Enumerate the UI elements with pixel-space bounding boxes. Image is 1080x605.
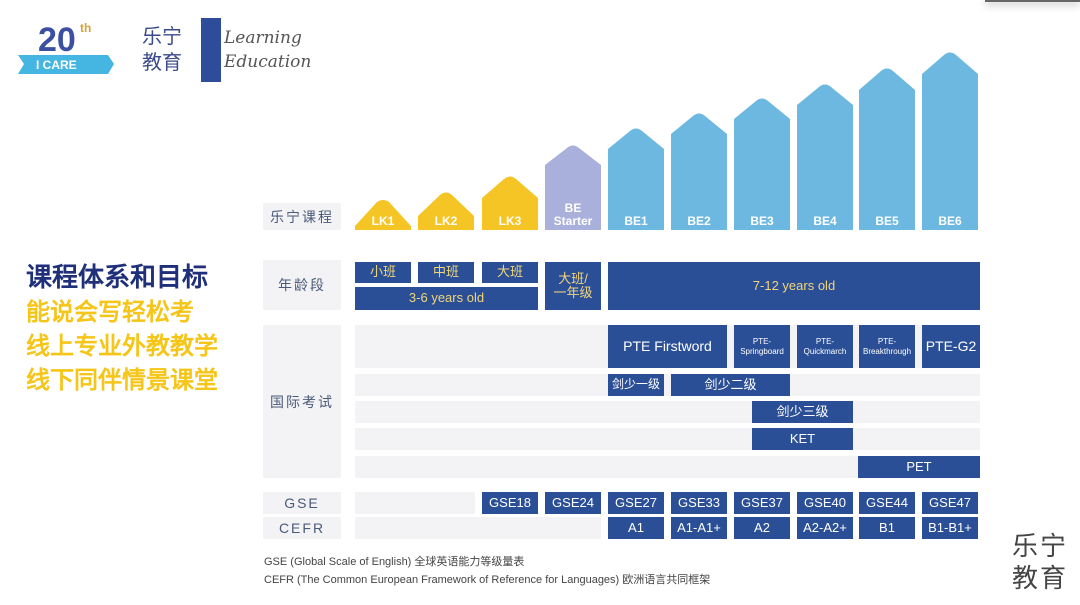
exam-pte-g2: PTE-G2 (922, 325, 980, 368)
cefr-value: A1-A1+ (671, 517, 727, 539)
section-title: 课程体系和目标 (26, 262, 209, 292)
brand-en-1: Learning (224, 28, 302, 48)
exam-yle-1: 剑少一级 (608, 374, 664, 396)
gse-value: GSE40 (797, 492, 853, 514)
svg-text:20: 20 (38, 21, 76, 59)
exam-pet: PET (858, 456, 980, 478)
course-be3: BE3 (734, 98, 790, 230)
row-label-gse: GSE (263, 492, 341, 514)
brand-en-2: Education (224, 52, 312, 72)
course-be-starter: BE Starter (545, 145, 601, 230)
brand-e-mark (201, 18, 221, 82)
row-label-cefr: CEFR (263, 517, 341, 539)
exam-yle-2: 剑少二级 (671, 374, 790, 396)
exam-row-bg (355, 374, 980, 396)
slogan-line: 线下同伴情景课堂 (26, 367, 218, 394)
gse-value: GSE37 (734, 492, 790, 514)
logo: 20 th I CARE 乐宁 教育 Learning Education (18, 18, 311, 84)
row-label-age: 年龄段 (263, 260, 341, 310)
exam-pte-firstword: PTE Firstword (608, 325, 727, 368)
gse-row-bg (355, 492, 475, 514)
gse-value: GSE44 (859, 492, 915, 514)
course-lk2: LK2 (418, 192, 474, 230)
slogan-line: 能说会写轻松考 (26, 299, 194, 326)
gse-value: GSE18 (482, 492, 538, 514)
age-middle-class: 中班 (418, 262, 474, 283)
age-transition: 大班/一年级 (545, 262, 601, 310)
exam-row-bg (355, 428, 980, 450)
course-be2: BE2 (671, 113, 727, 230)
exam-pte-springboard: PTE-Springboard (734, 325, 790, 368)
course-be6: BE6 (922, 52, 978, 230)
course-be5: BE5 (859, 68, 915, 230)
age-small-class: 小班 (355, 262, 411, 283)
gse-value: GSE27 (608, 492, 664, 514)
brand-cn-2: 教育 (142, 52, 182, 74)
gse-value: GSE33 (671, 492, 727, 514)
exam-ket: KET (752, 428, 853, 450)
gse-value: GSE24 (545, 492, 601, 514)
course-be4: BE4 (797, 84, 853, 230)
window-edge (985, 0, 1080, 2)
row-label-course: 乐宁课程 (263, 203, 341, 230)
age-big-class: 大班 (482, 262, 538, 283)
exam-pte-breakthrough: PTE-Breakthrough (859, 325, 915, 368)
exam-pte-quickmarch: PTE-Quickmarch (797, 325, 853, 368)
exam-yle-3: 剑少三级 (752, 401, 853, 423)
watermark-line: 乐宁 (1012, 531, 1069, 561)
row-label-exam: 国际考试 (263, 325, 341, 478)
cefr-row-bg (355, 517, 601, 539)
age-range-kinder: 3-6 years old (355, 287, 538, 310)
footnote-gse: GSE (Global Scale of English) 全球英语能力等级量表 (264, 556, 525, 568)
cefr-value: B1 (859, 517, 915, 539)
age-range-primary: 7-12 years old (608, 262, 980, 310)
cefr-value: A2 (734, 517, 790, 539)
footnote-cefr: CEFR (The Common European Framework of R… (264, 574, 711, 586)
cefr-value: B1-B1+ (922, 517, 978, 539)
svg-text:I CARE: I CARE (36, 58, 77, 72)
course-lk1: LK1 (355, 200, 411, 230)
slogan-line: 线上专业外教教学 (26, 333, 218, 360)
20th-icare-badge: 20 th I CARE (18, 21, 114, 74)
cefr-value: A2-A2+ (797, 517, 853, 539)
course-lk3: LK3 (482, 176, 538, 230)
brand-cn-1: 乐宁 (142, 26, 182, 48)
watermark-line: 教育 (1012, 563, 1069, 593)
exam-row-bg (355, 456, 980, 478)
exam-row-bg (355, 401, 980, 423)
gse-value: GSE47 (922, 492, 978, 514)
svg-text:th: th (80, 21, 91, 35)
course-be1: BE1 (608, 128, 664, 230)
cefr-value: A1 (608, 517, 664, 539)
